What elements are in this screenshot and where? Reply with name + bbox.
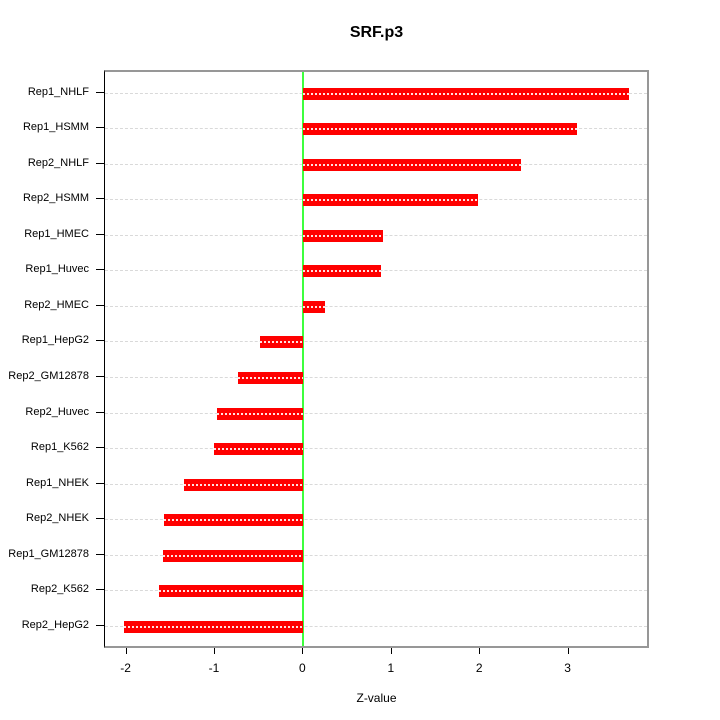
bar-dash-pattern <box>214 448 304 451</box>
zero-reference-line <box>302 72 305 646</box>
bar-dash-pattern <box>303 199 479 202</box>
y-tick-label: Rep1_K562 <box>30 441 89 454</box>
y-tick <box>96 624 104 626</box>
x-tick-label: 0 <box>299 661 306 675</box>
y-tick <box>96 127 104 129</box>
grid-line <box>105 625 647 627</box>
y-tick-label: Rep2_NHLF <box>27 156 89 169</box>
bar-dash-pattern <box>237 376 304 379</box>
y-tick <box>96 589 104 591</box>
grid-line <box>105 448 647 450</box>
grid-line <box>105 590 647 592</box>
bar <box>184 478 304 491</box>
y-tick <box>96 162 104 164</box>
bar <box>303 265 382 278</box>
y-tick-label: Rep1_HepG2 <box>21 334 89 347</box>
bar <box>123 620 304 633</box>
bar-dash-pattern <box>162 554 304 557</box>
bar <box>159 585 304 598</box>
y-tick <box>96 340 104 342</box>
y-tick-label: Rep1_Huvec <box>25 263 89 276</box>
y-tick-label: Rep2_GM12878 <box>8 369 89 382</box>
bar <box>260 336 304 349</box>
y-tick-label: Rep2_HepG2 <box>21 618 89 631</box>
x-tick-label: 2 <box>475 661 483 675</box>
bar-dash-pattern <box>123 625 304 628</box>
bar <box>303 158 521 171</box>
x-tick-label: -2 <box>120 661 131 675</box>
grid-line <box>105 412 647 414</box>
y-tick-label: Rep1_HMEC <box>24 227 89 240</box>
bar-dash-pattern <box>303 305 326 308</box>
x-tick <box>390 648 392 654</box>
x-tick <box>214 648 215 654</box>
grid-line <box>105 519 647 521</box>
x-axis-label: Z-value <box>356 691 397 705</box>
bar-dash-pattern <box>260 341 304 344</box>
y-tick <box>96 91 104 93</box>
plot-area <box>104 70 649 648</box>
x-tick <box>125 648 127 654</box>
bar <box>303 229 383 242</box>
y-tick <box>96 375 104 377</box>
grid-line <box>105 554 647 556</box>
y-tick <box>96 304 104 306</box>
bar <box>216 407 304 420</box>
y-tick <box>96 518 104 520</box>
y-tick <box>96 411 104 413</box>
grid-line <box>105 376 647 378</box>
y-tick-label: Rep2_Huvec <box>25 405 89 418</box>
bar-dash-pattern <box>303 270 382 273</box>
bar-dash-pattern <box>216 412 304 415</box>
bar-dash-pattern <box>163 519 304 522</box>
x-tick-label: 3 <box>564 661 571 675</box>
x-tick <box>567 648 569 654</box>
bar-dash-pattern <box>303 92 629 95</box>
x-tick <box>302 648 304 654</box>
bar <box>303 123 577 136</box>
y-tick-label: Rep1_NHLF <box>27 85 89 98</box>
grid-line <box>105 305 647 307</box>
bar <box>303 87 629 100</box>
bar <box>303 194 479 207</box>
x-tick <box>479 648 481 654</box>
y-tick-label: Rep1_HSMM <box>22 121 89 134</box>
grid-line <box>105 483 647 485</box>
y-tick <box>96 269 104 271</box>
y-tick <box>96 198 104 200</box>
bar-dash-pattern <box>303 163 521 166</box>
bar <box>163 514 304 527</box>
y-tick <box>96 553 104 555</box>
y-tick <box>96 233 104 235</box>
y-tick-label: Rep1_NHEK <box>26 476 89 489</box>
y-tick <box>96 482 104 484</box>
bar <box>214 443 304 456</box>
bar <box>237 371 304 384</box>
grid-line <box>105 341 647 343</box>
y-tick <box>96 447 104 449</box>
x-tick-label: -1 <box>208 661 220 675</box>
y-tick-label: Rep2_NHEK <box>26 512 89 525</box>
bar-dash-pattern <box>159 590 304 593</box>
y-tick-label: Rep2_HSMM <box>22 192 89 205</box>
x-tick-label: 1 <box>387 661 395 675</box>
y-tick-label: Rep1_GM12878 <box>8 547 89 560</box>
y-tick-label: Rep2_K562 <box>30 583 89 596</box>
y-tick-label: Rep2_HMEC <box>24 298 89 311</box>
bar-dash-pattern <box>303 128 577 131</box>
bar <box>303 300 326 313</box>
bar <box>162 549 304 562</box>
bar-dash-pattern <box>184 483 304 486</box>
chart-title: SRF.p3 <box>349 24 404 41</box>
bar-dash-pattern <box>303 234 383 237</box>
